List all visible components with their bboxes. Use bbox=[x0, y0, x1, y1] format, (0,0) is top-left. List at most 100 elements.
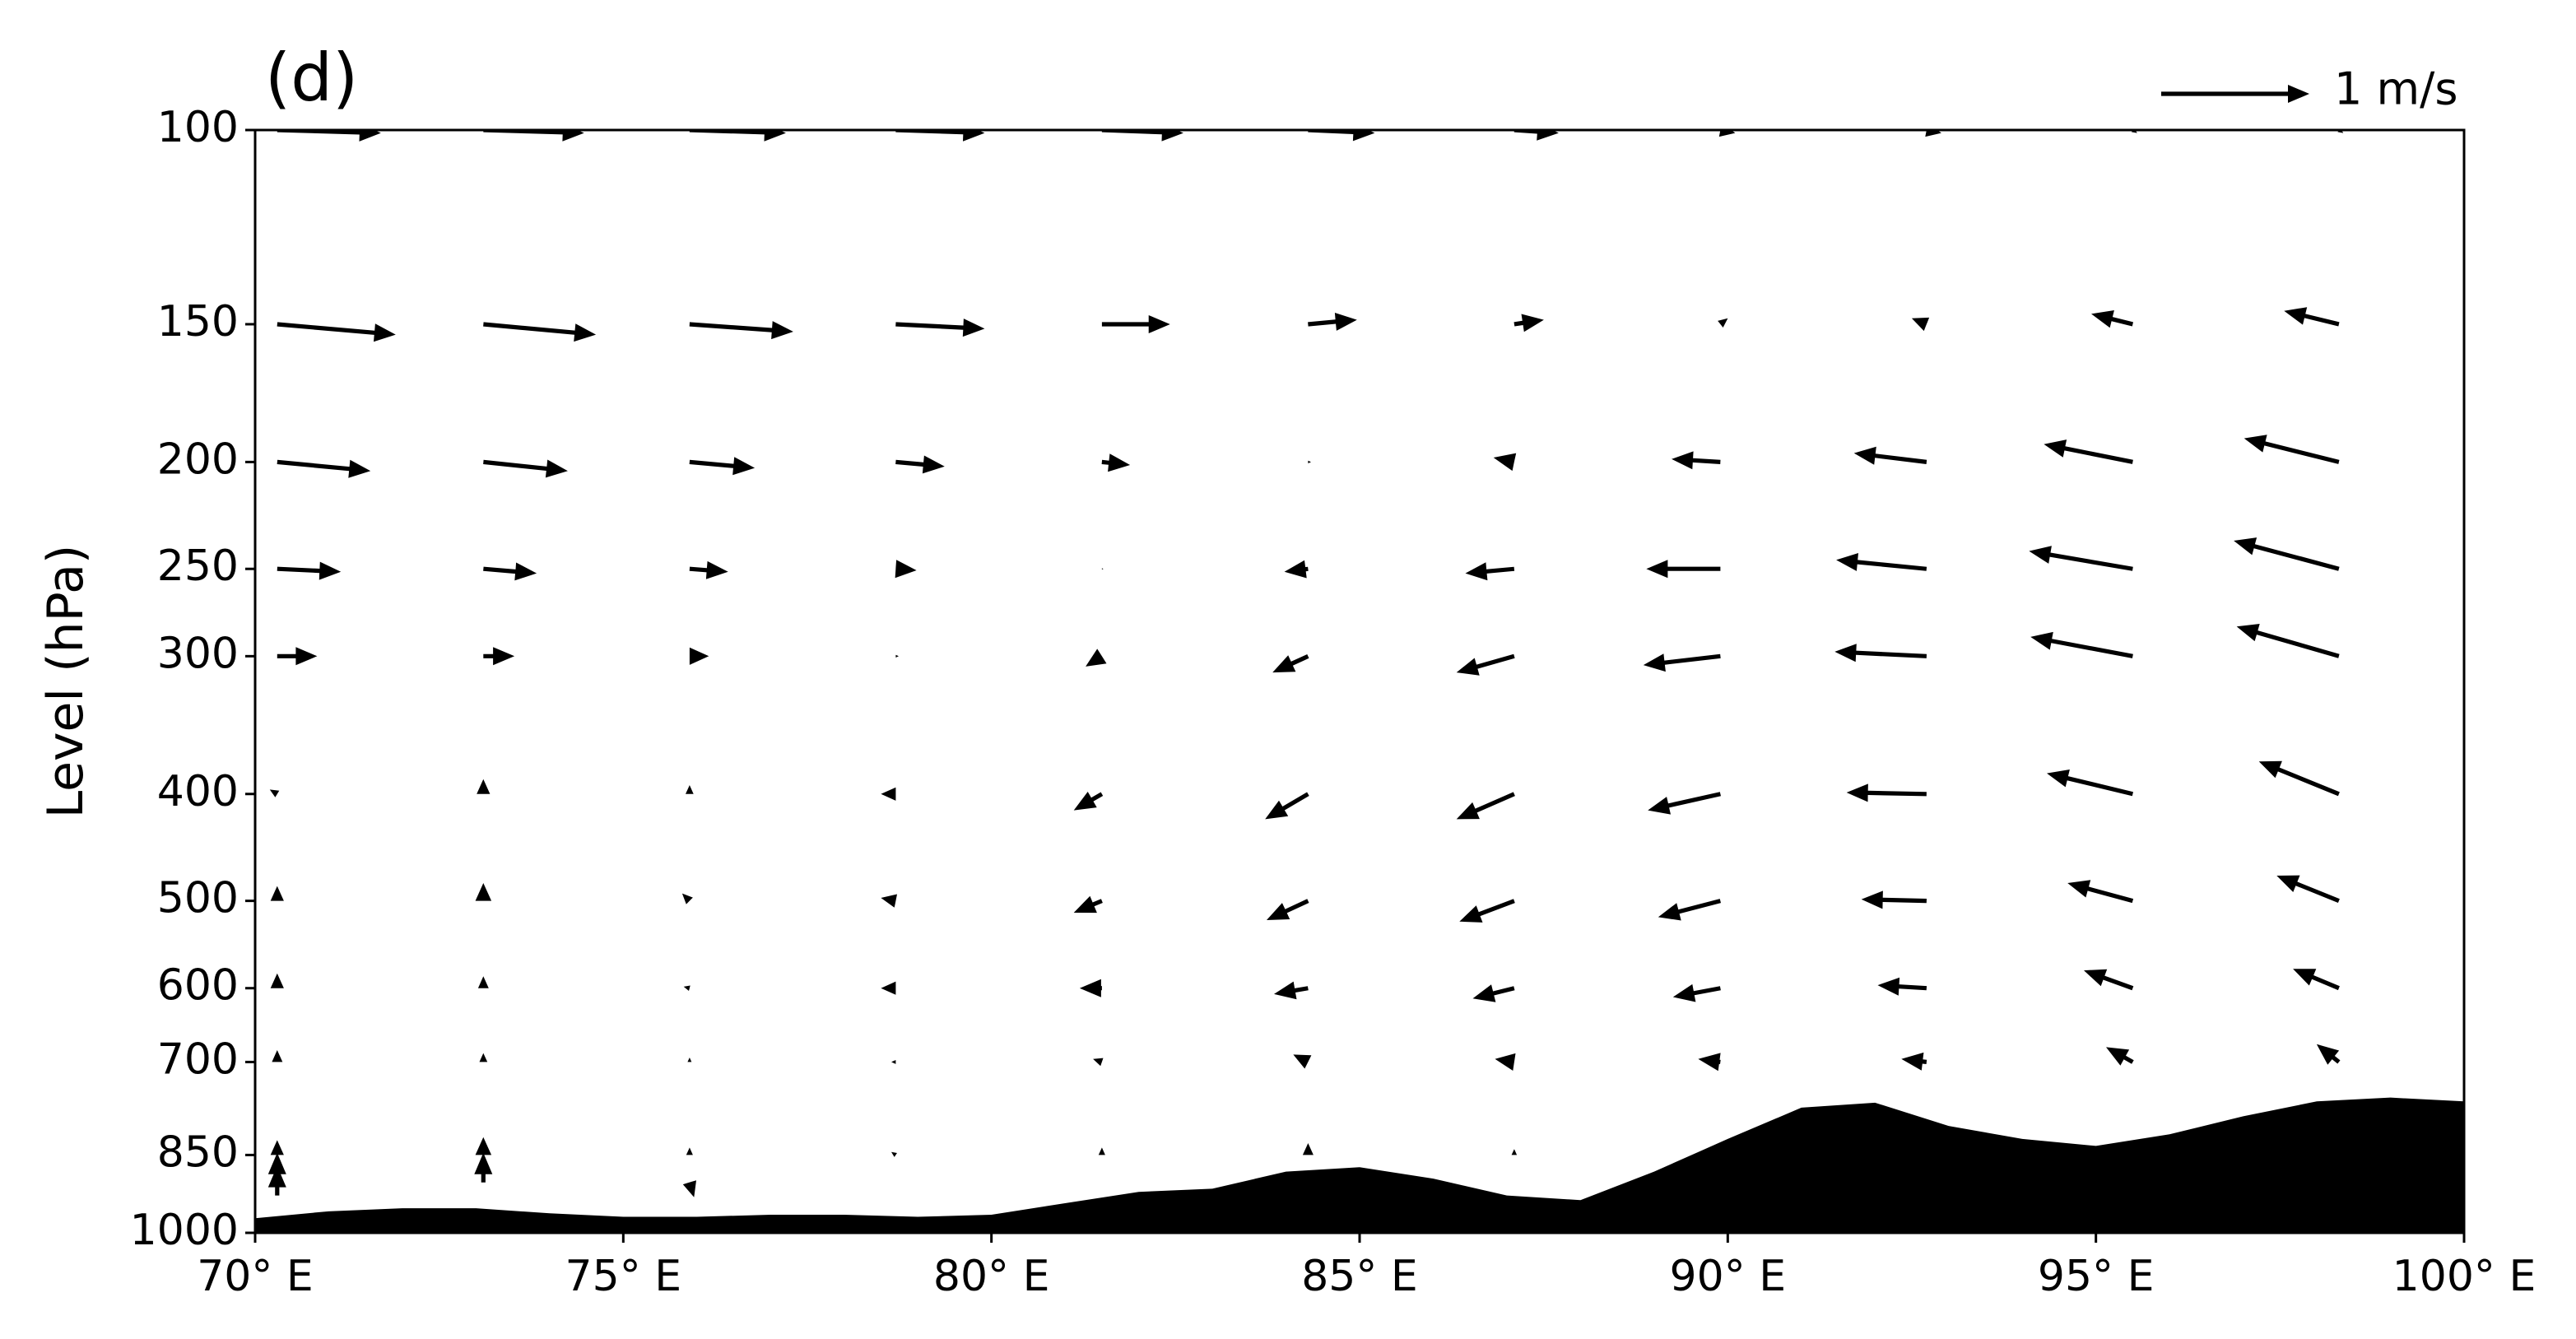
x-tick-label: 85° E bbox=[1301, 1252, 1418, 1301]
wind-arrow bbox=[1265, 792, 1309, 820]
wind-arrow bbox=[1308, 313, 1357, 331]
wind-arrow bbox=[2234, 537, 2340, 571]
wind-arrow bbox=[267, 1165, 286, 1196]
key-arrow bbox=[2161, 85, 2309, 103]
wind-arrow bbox=[270, 886, 284, 901]
y-tick-label: 250 bbox=[157, 542, 239, 591]
wind-arrow bbox=[477, 779, 491, 794]
wind-arrow bbox=[1853, 446, 1927, 465]
wind-arrow bbox=[895, 455, 945, 474]
wind-arrow bbox=[1101, 566, 1104, 571]
wind-arrow bbox=[1308, 459, 1311, 464]
wind-arrow bbox=[686, 1147, 693, 1155]
y-tick-label: 400 bbox=[157, 767, 239, 816]
wind-arrow bbox=[1267, 899, 1309, 920]
wind-arrow bbox=[2293, 969, 2340, 991]
terrain bbox=[255, 1097, 2464, 1233]
wind-arrow bbox=[270, 1140, 284, 1155]
wind-arrow bbox=[1877, 977, 1927, 996]
wind-arrow bbox=[2084, 969, 2134, 991]
x-tick-label: 90° E bbox=[1670, 1252, 1787, 1301]
wind-arrow bbox=[2047, 769, 2133, 797]
wind-arrow bbox=[1465, 562, 1515, 581]
wind-arrow bbox=[277, 322, 396, 342]
wind-arrow bbox=[479, 1053, 488, 1062]
wind-arrow bbox=[682, 1180, 696, 1197]
wind-arrow bbox=[1672, 983, 1721, 1002]
y-tick-label: 100 bbox=[157, 103, 239, 152]
wind-arrow bbox=[1101, 315, 1170, 333]
x-tick-label: 75° E bbox=[565, 1252, 682, 1301]
x-tick-label: 95° E bbox=[2038, 1252, 2155, 1301]
y-tick-label: 200 bbox=[157, 435, 239, 484]
x-tick-label: 80° E bbox=[933, 1252, 1050, 1301]
wind-arrow bbox=[2284, 307, 2340, 327]
wind-arrow bbox=[272, 1050, 283, 1062]
wind-arrow bbox=[2091, 310, 2133, 328]
wind-arrow bbox=[277, 130, 381, 142]
wind-arrow bbox=[1459, 899, 1515, 923]
wind-arrow bbox=[1073, 792, 1104, 811]
wind-arrow bbox=[1073, 895, 1103, 914]
wind-arrow bbox=[474, 1152, 493, 1183]
wind-arrow bbox=[689, 457, 756, 476]
wind-arrow bbox=[2316, 1044, 2341, 1065]
wind-arrow bbox=[1911, 317, 1930, 332]
wind-arrow bbox=[483, 322, 597, 342]
wind-arrow bbox=[1846, 783, 1927, 802]
wind-arrow bbox=[881, 787, 896, 801]
wind-arrow bbox=[2244, 435, 2340, 464]
wind-arrow bbox=[687, 1058, 692, 1062]
wind-arrow bbox=[1272, 654, 1309, 673]
wind-arrow bbox=[2030, 631, 2133, 658]
wind-arrow bbox=[2258, 760, 2340, 797]
wind-arrow bbox=[1658, 899, 1721, 921]
wind-arrow bbox=[1101, 130, 1183, 142]
wind-arrow bbox=[1646, 560, 1721, 579]
wind-arrow bbox=[881, 894, 897, 908]
wind-arrow bbox=[1925, 130, 1941, 137]
y-tick-label: 700 bbox=[157, 1034, 239, 1084]
wind-arrow bbox=[2029, 546, 2133, 571]
wind-arrow bbox=[2106, 1047, 2134, 1066]
wind-arrow bbox=[1643, 653, 1721, 672]
wind-arrow bbox=[483, 562, 537, 581]
wind-arrow bbox=[895, 653, 899, 658]
wind-arrow bbox=[1079, 979, 1102, 997]
wind-arrow bbox=[1718, 318, 1728, 328]
wind-arrow bbox=[1098, 1147, 1105, 1155]
wind-arrow bbox=[269, 789, 280, 797]
wind-arrow bbox=[277, 561, 342, 580]
wind-arrow bbox=[1308, 130, 1375, 142]
wind-arrow bbox=[689, 647, 709, 665]
wind-arrow bbox=[1086, 649, 1107, 667]
wind-arrow bbox=[895, 130, 985, 142]
wind-arrow bbox=[1861, 890, 1927, 909]
wind-arrow bbox=[475, 1137, 492, 1155]
wind-arrow bbox=[1456, 792, 1515, 820]
wind-arrow bbox=[475, 883, 492, 901]
wind-arrow bbox=[1514, 314, 1544, 332]
key-label: 1 m/s bbox=[2334, 63, 2457, 115]
wind-arrow bbox=[881, 981, 896, 995]
axes-frame bbox=[253, 128, 2466, 1234]
wind-arrow bbox=[895, 318, 985, 337]
wind-arrow bbox=[895, 560, 917, 579]
x-tick-label: 70° E bbox=[197, 1252, 314, 1301]
wind-arrow bbox=[1472, 984, 1515, 1002]
chart-title: (d) bbox=[265, 40, 358, 116]
wind-arrow bbox=[1648, 792, 1721, 815]
wind-arrow bbox=[270, 973, 284, 988]
wind-arrow bbox=[277, 647, 318, 666]
wind-arrow bbox=[483, 130, 584, 142]
wind-arrow bbox=[1093, 1058, 1104, 1067]
wind-arrow bbox=[1901, 1052, 1927, 1071]
x-tick-label: 100° E bbox=[2392, 1252, 2536, 1301]
wind-arrow bbox=[681, 893, 693, 904]
y-tick-label: 500 bbox=[157, 874, 239, 923]
wind-arrow bbox=[2236, 624, 2340, 658]
wind-arrow bbox=[891, 1059, 896, 1064]
wind-arrow bbox=[483, 459, 568, 478]
wind-arrow bbox=[1302, 1143, 1314, 1155]
wind-arrow bbox=[1514, 130, 1559, 141]
